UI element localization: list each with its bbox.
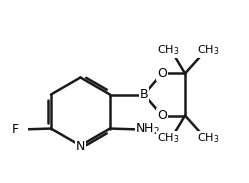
Text: CH$_3$: CH$_3$ bbox=[157, 132, 179, 145]
Text: B: B bbox=[140, 88, 148, 101]
Text: CH$_3$: CH$_3$ bbox=[157, 44, 179, 57]
Text: F: F bbox=[11, 123, 18, 136]
Text: O: O bbox=[157, 67, 167, 80]
Text: CH$_3$: CH$_3$ bbox=[197, 44, 219, 57]
Text: CH$_3$: CH$_3$ bbox=[197, 132, 219, 145]
Text: O: O bbox=[157, 109, 167, 122]
Text: NH$_2$: NH$_2$ bbox=[135, 122, 160, 137]
Text: N: N bbox=[76, 140, 85, 153]
